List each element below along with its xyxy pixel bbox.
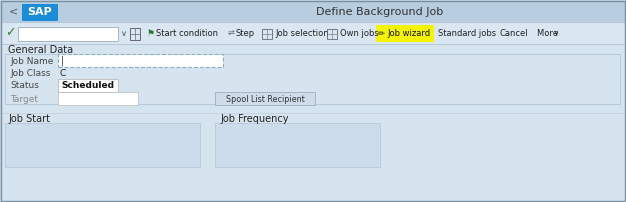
Text: Job wizard: Job wizard [387,28,430,38]
Text: Job Start: Job Start [8,114,50,124]
Text: Job Name: Job Name [10,57,53,65]
Text: More: More [537,28,561,38]
Bar [5,123,200,167]
Text: Start condition: Start condition [156,28,218,38]
Text: Job Frequency: Job Frequency [220,114,289,124]
Bar [215,92,315,105]
Text: C: C [60,69,66,79]
Text: ✓: ✓ [5,26,15,40]
Text: Job selection: Job selection [275,28,329,38]
Bar [1,22,625,44]
Text: Status: Status [10,81,39,90]
Text: ∨: ∨ [121,29,127,39]
Bar [1,44,625,201]
Text: <: < [8,6,18,17]
Bar [376,25,434,42]
Text: |: | [61,56,64,66]
Text: ∨: ∨ [553,30,558,36]
Bar [22,3,58,20]
Text: Step: Step [235,28,254,38]
Text: ⇌: ⇌ [228,28,235,38]
Text: SAP: SAP [28,7,53,17]
Text: Spool List Recipient: Spool List Recipient [225,95,304,103]
Bar [5,54,620,104]
Text: Scheduled: Scheduled [61,81,114,90]
Bar [1,1,625,22]
Bar [18,27,118,41]
Bar [215,123,380,167]
Bar [262,29,272,39]
Text: Define Background Job: Define Background Job [316,7,444,17]
Text: Target: Target [10,95,38,103]
Bar [130,28,140,40]
Text: ⚑: ⚑ [147,28,155,38]
Text: ✏: ✏ [378,28,385,38]
Bar [58,92,138,105]
Text: Cancel: Cancel [500,28,528,38]
Bar [58,79,118,92]
Text: Standard jobs: Standard jobs [438,28,496,38]
Bar [327,29,337,39]
Text: Own jobs: Own jobs [340,28,379,38]
Bar [58,54,223,67]
Text: Job Class: Job Class [10,69,50,79]
Text: General Data: General Data [8,45,73,55]
